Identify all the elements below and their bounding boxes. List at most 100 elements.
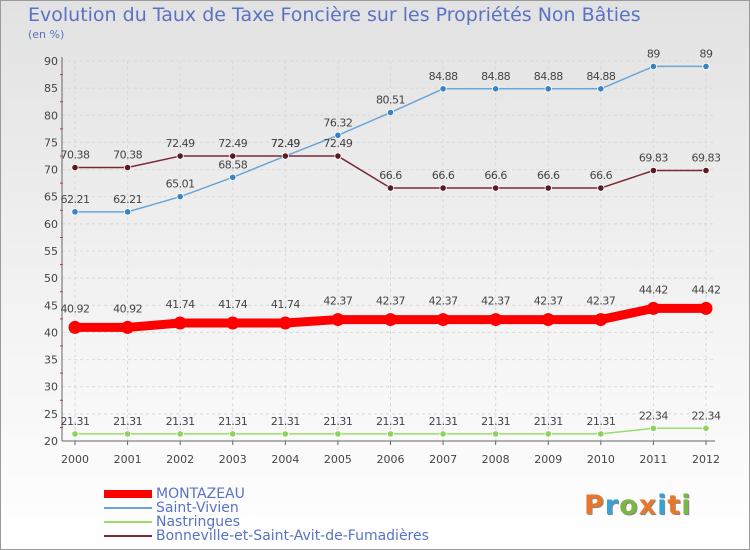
data-label-bonneville-et-saint-avit-de-fumadi-res: 66.6	[432, 169, 455, 182]
data-label-montazeau: 41.74	[271, 298, 300, 311]
legend-swatch	[104, 506, 152, 509]
data-label-nastringues: 21.31	[166, 415, 195, 428]
y-tick-label: 35	[44, 354, 58, 367]
data-point-saint-vivien	[123, 208, 132, 216]
data-label-nastringues: 21.31	[323, 415, 352, 428]
y-tick-label: 40	[44, 326, 58, 339]
legend-item-saint-vivien: Saint-Vivien	[104, 499, 239, 516]
x-tick-label: 2006	[377, 453, 405, 466]
data-label-montazeau: 44.42	[692, 283, 721, 296]
data-point-nastringues	[123, 430, 132, 438]
y-tick-label: 80	[44, 109, 58, 122]
y-tick-label: 45	[44, 299, 58, 312]
data-label-nastringues: 21.31	[218, 415, 247, 428]
y-tick-label: 60	[44, 218, 58, 231]
y-tick-label: 70	[44, 164, 58, 177]
data-point-montazeau	[331, 313, 345, 327]
data-label-saint-vivien: 68.58	[218, 158, 247, 171]
data-label-montazeau: 42.37	[534, 295, 563, 308]
data-point-nastringues	[439, 430, 447, 438]
data-label-montazeau: 44.42	[639, 283, 668, 296]
data-label-nastringues: 21.31	[61, 415, 90, 428]
data-label-bonneville-et-saint-avit-de-fumadi-res: 72.49	[271, 137, 300, 150]
data-label-bonneville-et-saint-avit-de-fumadi-res: 66.6	[590, 169, 613, 182]
y-tick-label: 50	[44, 272, 58, 285]
legend-swatch	[104, 520, 152, 523]
data-point-nastringues	[649, 424, 658, 432]
data-point-saint-vivien	[229, 173, 237, 181]
y-tick-label: 25	[44, 408, 58, 421]
x-tick-label: 2002	[166, 453, 194, 466]
legend-label: Bonneville-et-Saint-Avit-de-Fumadières	[156, 527, 429, 544]
legend-swatch	[104, 489, 152, 498]
data-point-nastringues	[386, 430, 395, 438]
y-tick-label: 75	[44, 136, 58, 149]
y-tick-label: 90	[44, 55, 58, 68]
data-point-bonneville-et-saint-avit-de-fumadi-res	[702, 166, 710, 175]
data-point-saint-vivien	[439, 85, 447, 93]
data-label-nastringues: 21.31	[271, 415, 300, 428]
data-point-montazeau	[594, 313, 608, 327]
data-point-bonneville-et-saint-avit-de-fumadi-res	[334, 152, 342, 160]
data-label-bonneville-et-saint-avit-de-fumadi-res: 72.49	[166, 137, 195, 150]
data-label-saint-vivien: 89	[700, 47, 713, 60]
data-label-nastringues: 21.31	[481, 415, 510, 428]
data-point-saint-vivien	[544, 85, 552, 93]
data-point-nastringues	[334, 430, 342, 438]
data-point-nastringues	[176, 430, 184, 438]
data-point-nastringues	[544, 430, 552, 438]
data-label-nastringues: 21.31	[586, 415, 615, 428]
data-point-bonneville-et-saint-avit-de-fumadi-res	[597, 184, 605, 192]
legend-item-nastringues: Nastringues	[104, 513, 241, 530]
data-point-saint-vivien	[597, 85, 605, 93]
data-point-saint-vivien	[334, 131, 342, 139]
data-label-montazeau: 42.37	[481, 295, 510, 308]
data-point-bonneville-et-saint-avit-de-fumadi-res	[229, 152, 237, 160]
data-label-saint-vivien: 62.21	[61, 193, 90, 206]
data-label-nastringues: 21.31	[113, 415, 142, 428]
data-point-nastringues	[702, 424, 710, 432]
data-label-saint-vivien: 76.32	[323, 116, 352, 129]
data-label-montazeau: 42.37	[376, 295, 405, 308]
data-point-montazeau	[646, 301, 660, 315]
data-point-montazeau	[278, 316, 292, 330]
data-point-bonneville-et-saint-avit-de-fumadi-res	[281, 152, 289, 160]
data-point-saint-vivien	[492, 85, 500, 93]
data-label-nastringues: 21.31	[376, 415, 405, 428]
legend-item-montazeau: MONTAZEAU	[104, 486, 245, 502]
data-point-nastringues	[597, 430, 605, 438]
data-label-bonneville-et-saint-avit-de-fumadi-res: 66.6	[537, 169, 560, 182]
y-tick-label: 65	[44, 191, 58, 204]
data-point-bonneville-et-saint-avit-de-fumadi-res	[386, 184, 395, 192]
data-point-montazeau	[173, 316, 187, 330]
data-label-saint-vivien: 62.21	[113, 193, 142, 206]
data-point-montazeau	[489, 313, 503, 327]
data-label-saint-vivien: 84.88	[481, 70, 510, 83]
data-label-saint-vivien: 84.88	[534, 70, 563, 83]
y-unit-label: (en %)	[28, 28, 65, 41]
data-point-montazeau	[68, 320, 82, 334]
data-point-montazeau	[384, 313, 397, 327]
data-label-bonneville-et-saint-avit-de-fumadi-res: 69.83	[692, 151, 721, 164]
data-label-bonneville-et-saint-avit-de-fumadi-res: 66.6	[484, 169, 507, 182]
y-tick-label: 30	[44, 381, 58, 394]
data-point-montazeau	[541, 313, 555, 327]
x-tick-label: 2009	[534, 453, 562, 466]
x-tick-label: 2012	[692, 453, 720, 466]
x-tick-label: 2010	[587, 453, 615, 466]
x-tick-label: 2005	[324, 453, 352, 466]
data-point-saint-vivien	[702, 62, 710, 71]
data-label-montazeau: 41.74	[166, 298, 195, 311]
chart-title: Evolution du Taux de Taxe Foncière sur l…	[28, 4, 641, 26]
data-label-saint-vivien: 80.51	[376, 94, 405, 107]
data-point-nastringues	[281, 430, 289, 438]
data-label-montazeau: 40.92	[61, 302, 90, 315]
data-point-bonneville-et-saint-avit-de-fumadi-res	[71, 163, 79, 172]
data-point-montazeau	[226, 316, 240, 330]
data-point-bonneville-et-saint-avit-de-fumadi-res	[649, 166, 658, 175]
legend-label: Nastringues	[156, 513, 241, 530]
legend-label: Saint-Vivien	[156, 499, 239, 516]
data-label-bonneville-et-saint-avit-de-fumadi-res: 70.38	[113, 149, 142, 162]
